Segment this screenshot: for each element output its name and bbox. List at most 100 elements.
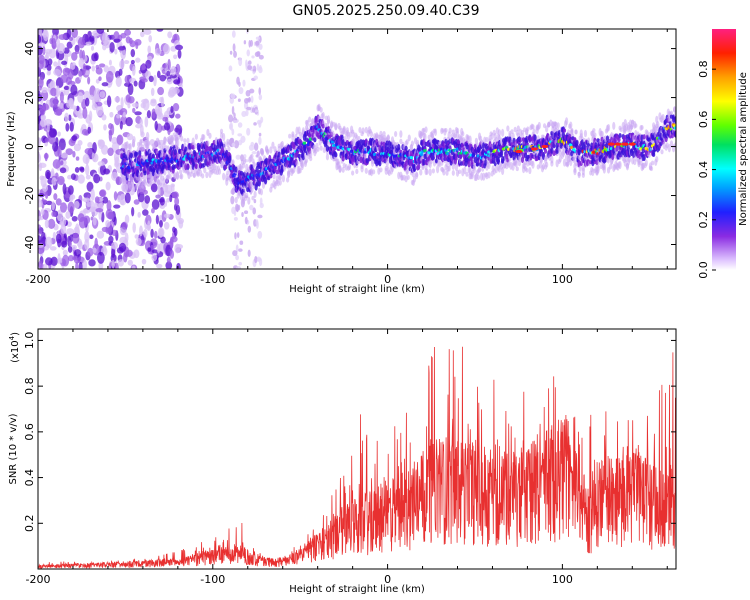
noise-cell (238, 81, 241, 87)
ridge-halo (247, 196, 251, 205)
colorbar-tick-label: 0.4 (697, 161, 710, 179)
noise-cell (166, 198, 170, 203)
noise-cell (86, 201, 92, 207)
ridge-halo (325, 122, 330, 128)
noise-cell (66, 228, 74, 235)
ridge-halo (316, 146, 320, 152)
noise-cell (44, 152, 48, 162)
ridge-halo (170, 135, 174, 143)
ridge-band (467, 160, 471, 168)
noise-cell (247, 65, 252, 71)
noise-cell (61, 240, 68, 248)
noise-cell (51, 37, 57, 49)
noise-cell (153, 74, 157, 87)
ridge-halo (385, 158, 389, 168)
ridge-halo (300, 162, 304, 171)
noise-cell (151, 254, 158, 262)
noise-cell (51, 168, 55, 177)
noise-cell (101, 226, 109, 233)
ridge-core (568, 143, 573, 147)
noise-cell (78, 70, 83, 77)
noise-cell (38, 110, 41, 117)
noise-cell (87, 247, 94, 257)
ridge-halo (545, 125, 549, 133)
ridge-halo (360, 164, 364, 170)
ridge-halo (343, 135, 347, 143)
snr-series-line (38, 346, 676, 569)
noise-cell (243, 210, 249, 215)
noise-cell (235, 244, 239, 253)
noise-cell (94, 237, 98, 250)
noise-cell (57, 131, 61, 137)
noise-cell (239, 240, 244, 245)
noise-cell (78, 57, 85, 68)
ridge-halo (447, 165, 451, 172)
ridge-halo (272, 172, 276, 180)
ridge-halo (609, 163, 613, 170)
noise-cell (60, 152, 69, 159)
noise-cell (99, 91, 106, 98)
noise-cell (257, 214, 263, 219)
noise-cell (72, 150, 76, 158)
spectrogram-frame (37, 28, 677, 270)
noise-cell (162, 184, 169, 193)
ridge-halo (364, 167, 368, 174)
noise-cell (107, 147, 114, 157)
ridge-halo (669, 110, 674, 117)
ridge-band (611, 153, 615, 160)
ridge-halo (444, 127, 448, 133)
noise-cell (116, 134, 124, 145)
noise-cell (146, 110, 152, 119)
noise-cell (63, 85, 70, 90)
noise-cell (248, 40, 251, 48)
y-tick-label: 0.6 (23, 423, 36, 441)
noise-cell (156, 112, 164, 120)
noise-cell (71, 215, 78, 222)
ridge-band (475, 162, 480, 167)
spectrogram-x-label: Height of straight line (km) (289, 284, 425, 295)
ridge-halo (325, 153, 330, 161)
noise-cell (68, 36, 74, 41)
noise-cell (38, 162, 47, 168)
noise-cell (151, 199, 160, 210)
noise-cell (113, 38, 121, 43)
noise-cell (101, 114, 107, 121)
ridge-halo (226, 138, 230, 145)
noise-cell (38, 137, 42, 144)
noise-cell (177, 49, 182, 59)
noise-cell (47, 58, 53, 66)
noise-cell (77, 213, 85, 223)
ridge-halo (291, 131, 295, 138)
noise-cell (250, 95, 254, 103)
noise-cell (135, 237, 142, 246)
ridge-halo (223, 141, 227, 149)
noise-cell (38, 45, 43, 56)
noise-cell (106, 95, 112, 108)
noise-cell (256, 63, 260, 71)
noise-cell (68, 97, 75, 108)
noise-cell (124, 82, 131, 87)
noise-cell (71, 173, 76, 180)
noise-cell (229, 50, 233, 55)
ridge-halo (405, 139, 409, 145)
ridge-halo (382, 130, 386, 137)
noise-cell (108, 211, 114, 220)
noise-cell (234, 232, 237, 240)
ridge-halo (288, 133, 292, 139)
noise-cell (68, 114, 72, 121)
noise-cell (230, 93, 236, 99)
ridge-core (302, 141, 307, 145)
ridge-halo (569, 121, 573, 129)
noise-cell (120, 97, 124, 109)
noise-cell (46, 122, 50, 133)
noise-cell (131, 206, 135, 217)
noise-cell (145, 131, 150, 141)
noise-cell (57, 253, 61, 265)
noise-cell (108, 59, 112, 66)
noise-cell (92, 216, 97, 226)
noise-cell (139, 118, 143, 126)
noise-cell (124, 192, 131, 204)
noise-cell (124, 232, 129, 243)
